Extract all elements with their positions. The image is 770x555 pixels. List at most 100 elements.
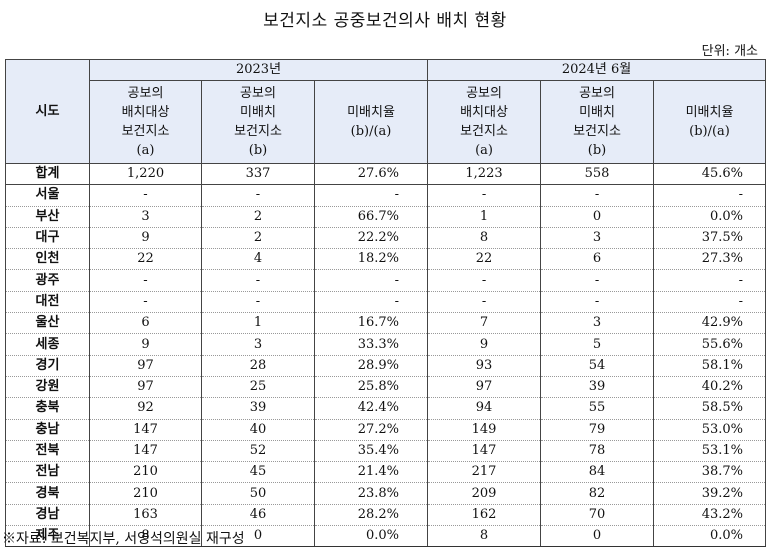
unassigned-2024-cell: 54 bbox=[540, 355, 655, 377]
assigned-2024-cell: - bbox=[427, 269, 542, 292]
unassigned-2024-cell: 0 bbox=[540, 206, 655, 228]
header-year-2023: 2023년 bbox=[88, 59, 429, 81]
unassigned-2023-cell: 50 bbox=[201, 482, 315, 505]
unassigned-2023-cell: 46 bbox=[201, 504, 315, 527]
assigned-2024-cell: 217 bbox=[427, 461, 542, 484]
assigned-2023-cell: 147 bbox=[89, 419, 202, 441]
assigned-2023-cell: 22 bbox=[89, 248, 202, 271]
assigned-2023-cell: 210 bbox=[89, 461, 202, 484]
header-unassigned-b-2023: 공보의 미배치 보건지소 (b) bbox=[201, 80, 315, 164]
table-row: 울산 6 1 16.7% 7 3 42.9% bbox=[5, 312, 767, 335]
assigned-2023-cell: 163 bbox=[89, 504, 202, 527]
header-year-2024: 2024년 6월 bbox=[427, 59, 767, 81]
rate-2024-cell: 0.0% bbox=[653, 206, 767, 228]
assigned-2024-cell: 8 bbox=[427, 525, 542, 548]
assigned-2023-cell: 6 bbox=[89, 312, 202, 335]
assigned-2024-cell: - bbox=[427, 184, 542, 207]
region-cell: 충남 bbox=[5, 419, 90, 441]
table-row: 경기 97 28 28.9% 93 54 58.1% bbox=[5, 355, 767, 377]
rate-2023-cell: 28.9% bbox=[313, 355, 429, 377]
rate-2024-cell: 43.2% bbox=[653, 504, 767, 527]
region-cell: 울산 bbox=[5, 312, 90, 335]
assigned-2023-cell: - bbox=[89, 291, 202, 314]
unassigned-2024-cell: 79 bbox=[540, 419, 655, 441]
unassigned-2023-cell: 39 bbox=[201, 397, 315, 420]
assigned-2023-cell: 92 bbox=[89, 397, 202, 420]
source-note: ※자료: 보건복지부, 서영석의원실 재구성 bbox=[2, 531, 245, 547]
header-assigned-a-2023: 공보의 배치대상 보건지소 (a) bbox=[89, 80, 202, 164]
rate-2024-cell: 55.6% bbox=[653, 333, 767, 356]
rate-2024-cell: - bbox=[653, 291, 767, 314]
table-row: 강원 97 25 25.8% 97 39 40.2% bbox=[5, 376, 767, 399]
table-row: 전남 210 45 21.4% 217 84 38.7% bbox=[5, 461, 767, 484]
assigned-2023-cell: - bbox=[89, 269, 202, 292]
assigned-2023-cell: 210 bbox=[89, 482, 202, 505]
assigned-2023-cell: 9 bbox=[89, 227, 202, 250]
unassigned-2023-cell: 4 bbox=[201, 248, 315, 271]
unassigned-2023-cell: 40 bbox=[201, 419, 315, 441]
assigned-2024-cell: 7 bbox=[427, 312, 542, 335]
assigned-2024-cell: 149 bbox=[427, 419, 542, 441]
region-cell: 대전 bbox=[5, 291, 90, 314]
region-cell: 인천 bbox=[5, 248, 90, 271]
rate-2023-cell: 27.2% bbox=[313, 419, 429, 441]
rate-2024-cell: - bbox=[653, 184, 767, 207]
rate-2023-cell: - bbox=[313, 269, 429, 292]
unassigned-2023-cell: 1 bbox=[201, 312, 315, 335]
region-cell: 합계 bbox=[5, 163, 90, 186]
unassigned-2024-cell: 70 bbox=[540, 504, 655, 527]
unassigned-2024-cell: 6 bbox=[540, 248, 655, 271]
region-cell: 강원 bbox=[5, 376, 90, 399]
rate-2024-cell: 58.1% bbox=[653, 355, 767, 377]
region-cell: 경북 bbox=[5, 482, 90, 505]
assigned-2024-cell: 93 bbox=[427, 355, 542, 377]
assigned-2024-cell: 97 bbox=[427, 376, 542, 399]
rate-2023-cell: 25.8% bbox=[313, 376, 429, 399]
rate-2024-cell: 53.0% bbox=[653, 419, 767, 441]
table-row: 세종 9 3 33.3% 9 5 55.6% bbox=[5, 333, 767, 356]
assigned-2024-cell: 1 bbox=[427, 206, 542, 228]
unassigned-2023-cell: - bbox=[201, 184, 315, 207]
rate-2024-cell: 37.5% bbox=[653, 227, 767, 250]
rate-2023-cell: 23.8% bbox=[313, 482, 429, 505]
table-row: 경북 210 50 23.8% 209 82 39.2% bbox=[5, 482, 767, 505]
unassigned-2024-cell: 0 bbox=[540, 525, 655, 548]
unassigned-2024-cell: 558 bbox=[540, 163, 655, 186]
assigned-2023-cell: 1,220 bbox=[89, 163, 202, 186]
rate-2023-cell: 33.3% bbox=[313, 333, 429, 356]
assigned-2024-cell: 147 bbox=[427, 440, 542, 463]
assigned-2023-cell: - bbox=[89, 184, 202, 207]
rate-2023-cell: 42.4% bbox=[313, 397, 429, 420]
assigned-2023-cell: 97 bbox=[89, 355, 202, 377]
table-row: 광주 - - - - - - bbox=[5, 269, 767, 292]
assigned-2024-cell: 209 bbox=[427, 482, 542, 505]
region-cell: 서울 bbox=[5, 184, 90, 207]
header-rate-2024: 미배치율 (b)/(a) bbox=[653, 80, 767, 164]
header-unassigned-b-2024: 공보의 미배치 보건지소 (b) bbox=[540, 80, 655, 164]
rate-2024-cell: 39.2% bbox=[653, 482, 767, 505]
assigned-2024-cell: 1,223 bbox=[427, 163, 542, 186]
header-assigned-a-2024: 공보의 배치대상 보건지소 (a) bbox=[427, 80, 542, 164]
unassigned-2023-cell: 3 bbox=[201, 333, 315, 356]
placement-table: 시도 2023년 2024년 6월 공보의 배치대상 보건지소 (a) 공보의 미배치 보… bbox=[5, 59, 767, 548]
unassigned-2023-cell: 52 bbox=[201, 440, 315, 463]
unassigned-2024-cell: 82 bbox=[540, 482, 655, 505]
page-title: 보건지소 공중보건의사 배치 현황 bbox=[263, 11, 507, 31]
assigned-2024-cell: 22 bbox=[427, 248, 542, 271]
unassigned-2023-cell: 28 bbox=[201, 355, 315, 377]
assigned-2024-cell: 162 bbox=[427, 504, 542, 527]
region-cell: 광주 bbox=[5, 269, 90, 292]
assigned-2023-cell: 9 bbox=[89, 333, 202, 356]
rate-2024-cell: 58.5% bbox=[653, 397, 767, 420]
table-row: 대구 9 2 22.2% 8 3 37.5% bbox=[5, 227, 767, 250]
rate-2024-cell: 38.7% bbox=[653, 461, 767, 484]
unassigned-2024-cell: - bbox=[540, 269, 655, 292]
table-row: 부산 3 2 66.7% 1 0 0.0% bbox=[5, 206, 767, 228]
unassigned-2023-cell: 45 bbox=[201, 461, 315, 484]
assigned-2023-cell: 147 bbox=[89, 440, 202, 463]
assigned-2024-cell: - bbox=[427, 291, 542, 314]
table-row: 충남 147 40 27.2% 149 79 53.0% bbox=[5, 419, 767, 441]
rate-2023-cell: 0.0% bbox=[313, 525, 429, 548]
rate-2024-cell: - bbox=[653, 269, 767, 292]
unassigned-2024-cell: 55 bbox=[540, 397, 655, 420]
